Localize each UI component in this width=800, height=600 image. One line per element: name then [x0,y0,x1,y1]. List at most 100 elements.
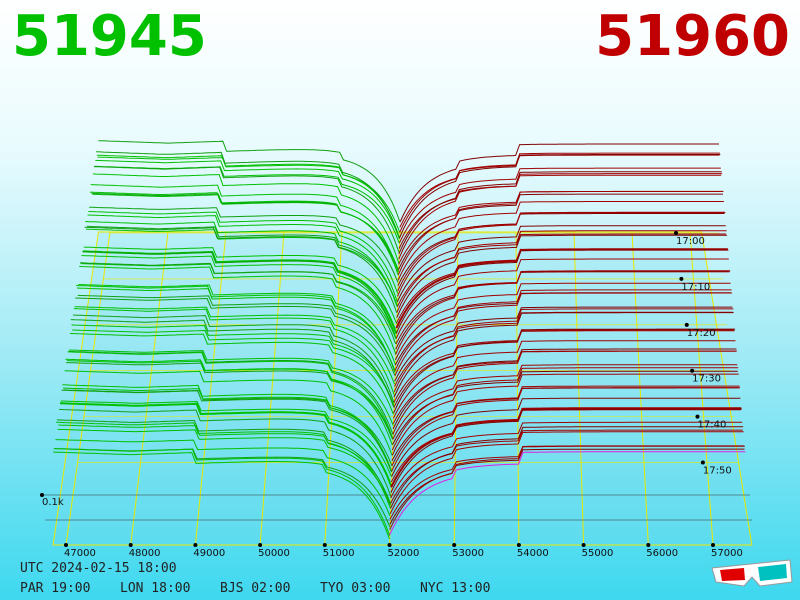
ask-depth-curve [392,340,736,419]
price-tick [193,543,198,547]
price-grid-line [515,231,520,546]
ask-depth-curve [393,329,735,403]
bid-depth-curve [96,151,400,239]
depth-curves [53,140,746,539]
bid-depth-curve [60,400,392,477]
bid-depth-curve [61,389,392,473]
bid-depth-curve [74,306,395,385]
bid-depth-curve [88,211,399,294]
bid-depth-curve [75,297,396,376]
ask-price: 51960 [595,4,790,69]
ask-depth-curve [392,348,737,430]
price-tick [258,543,263,547]
bid-depth-curve [89,206,399,283]
zone-time: TYO 03:00 [320,581,390,596]
ask-depth-curve [397,201,724,281]
bid-depth-curve [86,225,398,306]
bid-depth-curve [79,265,397,354]
price-label: 54000 [517,548,549,559]
ask-depth-curve [396,234,727,318]
time-tick [690,368,695,373]
ask-depth-curve [397,190,724,276]
bid-depth-curve [78,284,396,365]
ask-depth-curve [391,385,740,467]
ask-depth-curve [393,312,734,398]
price-label: 50000 [258,548,290,559]
price-label: 55000 [582,548,614,559]
ask-depth-curve [389,426,744,509]
price-label: 52000 [388,548,420,559]
price-tick [581,543,586,547]
bid-depth-curve [53,448,391,536]
price-grid-line [259,231,285,546]
ask-depth-curve [398,167,721,244]
bid-depth-curve [53,451,390,539]
ask-depth-curve [389,431,744,515]
time-tick [674,231,678,235]
time-tick [700,460,705,465]
zone-time: PAR 19:00 [20,581,90,596]
ask-depth-curve [397,213,725,286]
price-grid-line [130,231,169,546]
bid-depth-curve [59,408,392,497]
ask-depth-curve [391,387,740,472]
ask-depth-curve [391,397,741,477]
ask-depth-curve [399,152,720,233]
ask-depth-curve [395,271,730,350]
time-label: 17:20 [687,328,716,339]
bid-depth-curve [83,246,398,324]
bid-depth-curve [58,424,392,504]
price-grid-line [324,231,343,546]
price-label: 51000 [323,548,355,559]
bid-depth-curve [93,166,400,253]
bid-depth-curve [69,333,394,415]
bid-depth-curve [73,308,395,396]
ask-depth-curve [395,258,729,339]
ask-depth-curve [398,174,722,249]
ask-depth-curve [393,308,734,393]
price-grid-line [689,231,714,546]
bid-depth-curve [76,285,396,373]
ask-depth-curve [390,421,743,499]
price-label: 53000 [452,548,484,559]
price-grid-line [194,231,227,546]
ask-depth-curve [396,230,727,313]
ask-depth-curve [394,306,733,382]
zone-time: NYC 13:00 [420,581,490,596]
price-label: 47000 [64,548,96,559]
time-label: 17:30 [692,374,721,385]
price-label: 56000 [646,548,678,559]
bid-depth-curve [56,419,391,506]
ask-depth-curve [392,364,738,440]
zone-time: LON 18:00 [120,581,190,596]
ask-depth-curve [395,249,729,334]
labels: 47000 48000 49000 50000 51000 52000 53000 54000… [20,231,743,596]
ask-depth-curve [389,451,746,536]
time-tick [695,414,700,419]
bid-depth-curve [87,214,398,303]
bid-depth-curve [81,255,397,339]
bid-depth-curve [69,349,394,426]
bid-depth-curve [63,387,393,472]
zone-time: BJS 02:00 [220,581,290,596]
ask-depth-curve [399,154,721,239]
price-tick [322,543,327,547]
3d-glasses-icon [711,559,793,587]
ask-depth-curve [392,370,738,446]
time-label: 17:00 [676,236,705,247]
ask-depth-curve [398,173,723,260]
bid-depth-curve [84,226,398,314]
bid-depth-curve [82,251,397,339]
ask-depth-curve [394,292,732,377]
bid-depth-curve [86,228,398,306]
bid-depth-curve [72,329,395,406]
bid-depth-curve [92,173,400,264]
time-label: 17:50 [703,466,732,477]
bid-depth-curve [89,191,399,275]
price-tick [128,543,133,547]
bid-depth-curve [79,262,397,345]
price-tick [452,543,457,547]
bid-depth-curve [77,294,396,372]
ask-depth-curve [397,212,726,297]
